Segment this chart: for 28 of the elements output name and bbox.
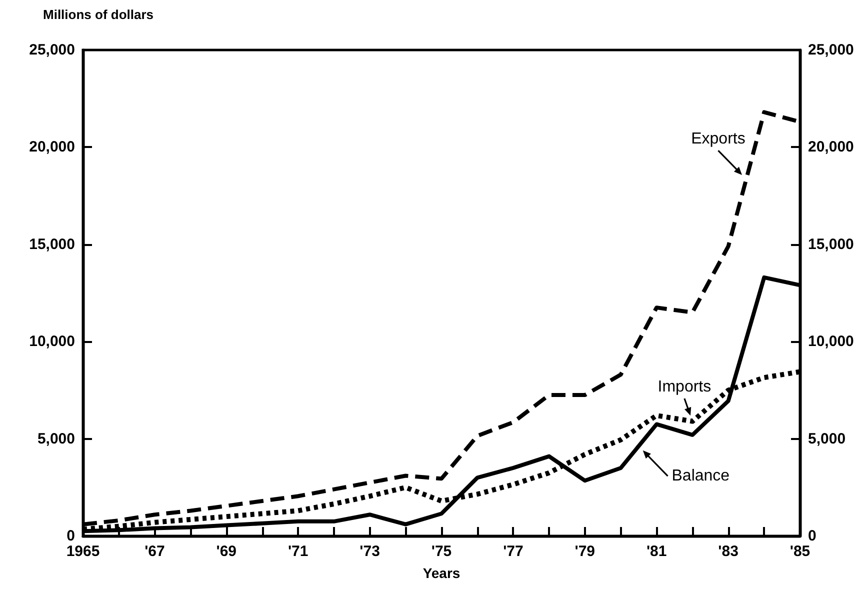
- x-tick-label: '75: [431, 543, 452, 560]
- x-tick-label: '79: [574, 543, 596, 560]
- y2-tick-label: 10,000: [808, 333, 854, 350]
- x-tick-label: '69: [216, 543, 237, 560]
- series-label: Exports: [691, 130, 746, 148]
- x-tick-label: 1965: [66, 543, 100, 560]
- y2-tick-label: 0: [808, 528, 816, 544]
- y-axis-title: Millions of dollars: [43, 7, 154, 22]
- y-tick-label: 10,000: [29, 333, 75, 350]
- x-tick-label: '77: [503, 543, 524, 560]
- y-tick-label: 0: [66, 528, 75, 544]
- y2-tick-label: 25,000: [808, 42, 854, 58]
- y2-tick-label: 20,000: [808, 138, 854, 156]
- text: Balance: [672, 467, 730, 484]
- x-axis-title: Years: [422, 565, 460, 581]
- x-tick-label: '71: [288, 543, 308, 560]
- x-tick-label: '73: [360, 543, 380, 560]
- y-tick-label: 15,000: [29, 236, 75, 253]
- x-tick-label: '67: [144, 543, 165, 560]
- x-tick-label: '85: [790, 543, 810, 560]
- y2-tick-label: 15,000: [808, 236, 854, 253]
- y-tick-label: 20,000: [29, 138, 75, 156]
- x-tick-label: '81: [646, 543, 667, 560]
- y2-tick-label: 5,000: [808, 430, 846, 448]
- y-tick-label: 5,000: [37, 430, 75, 448]
- x-tick-label: '83: [718, 543, 738, 560]
- series-label: Imports: [658, 378, 712, 396]
- y-tick-label: 25,000: [29, 42, 75, 58]
